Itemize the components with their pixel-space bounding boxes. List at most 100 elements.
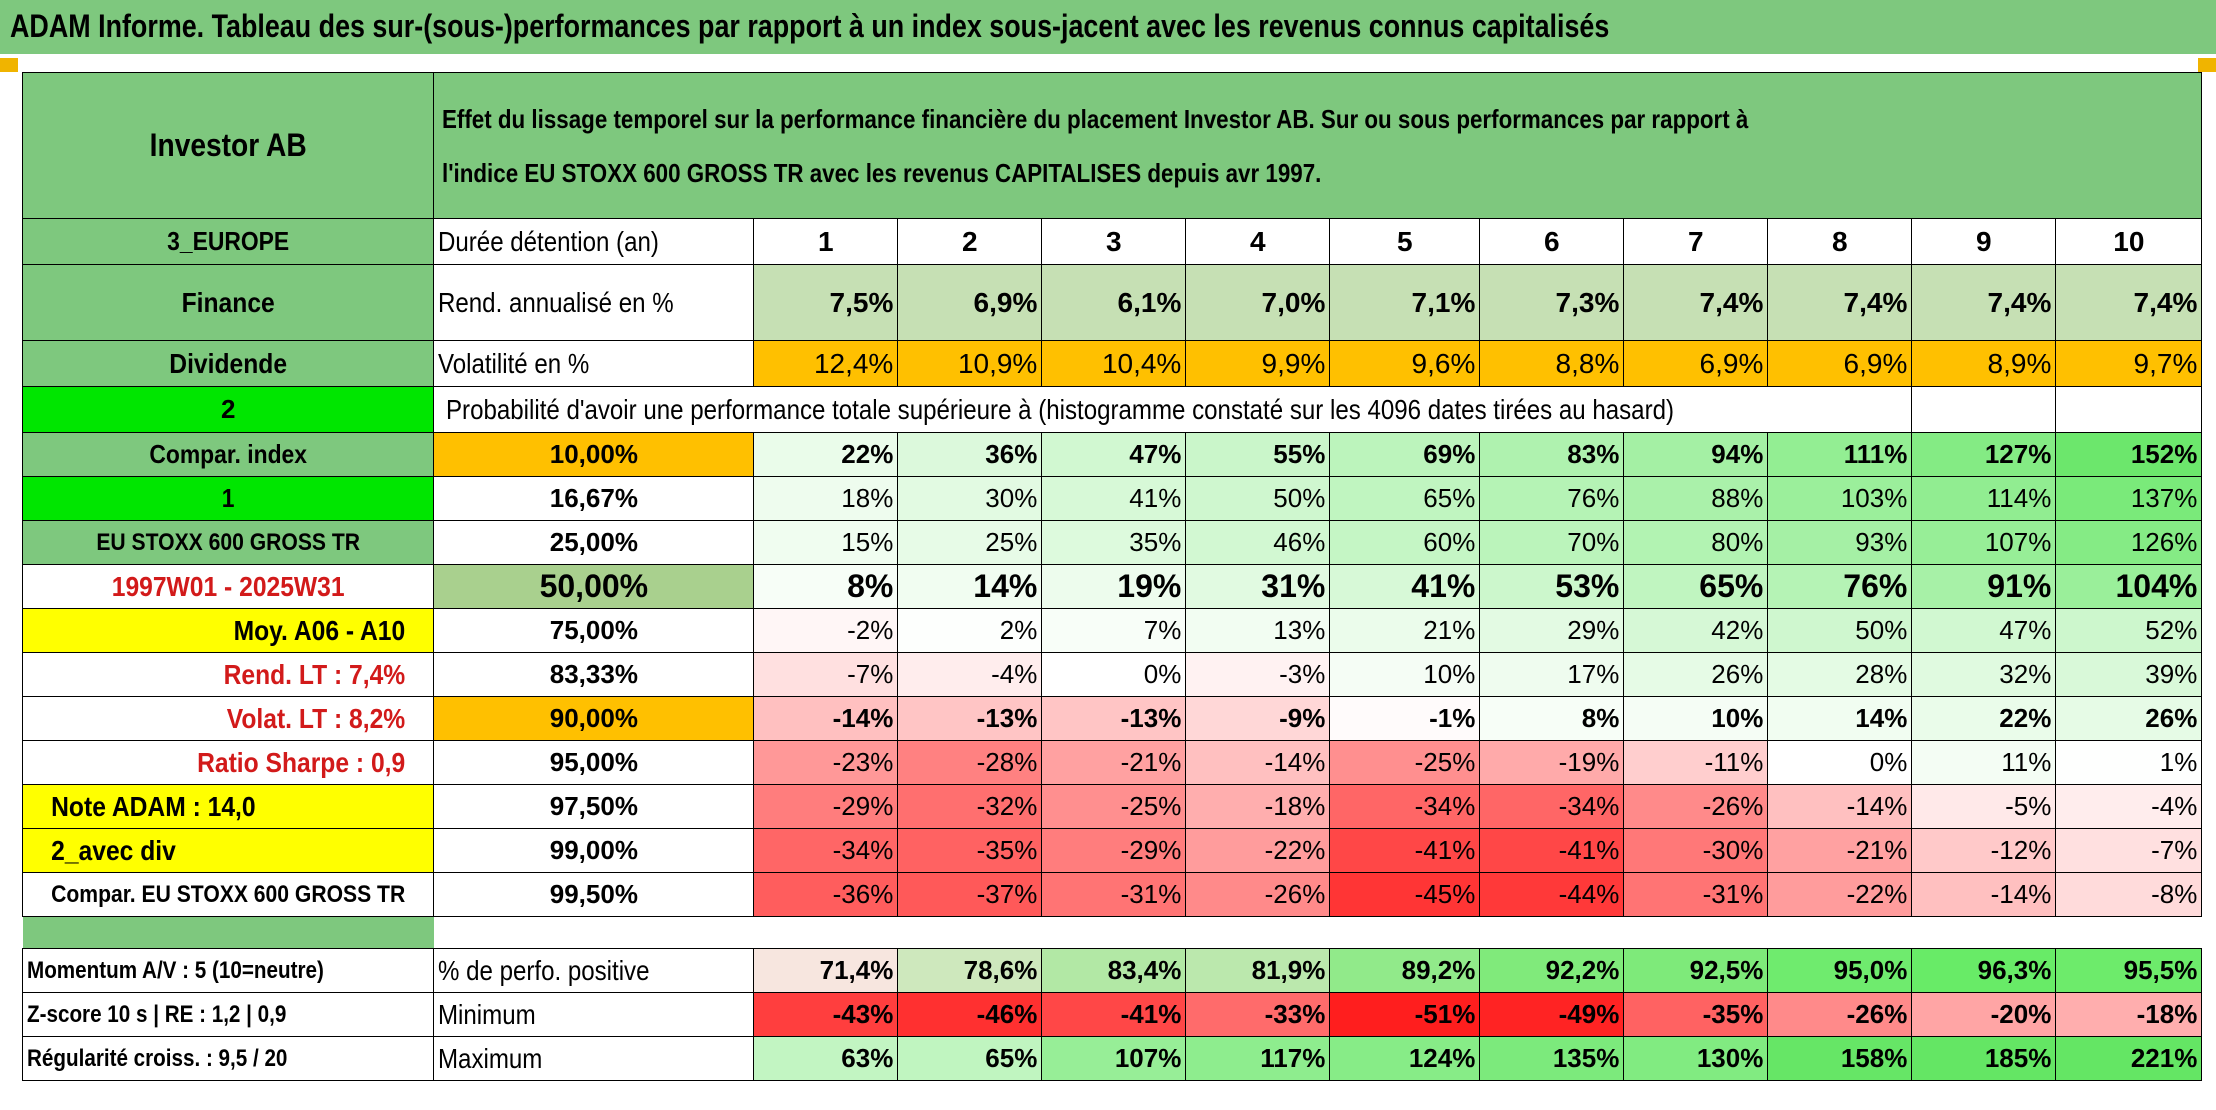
sharpe-cell: Ratio Sharpe : 0,9 [21,740,435,785]
maximum-value: 117% [1185,1036,1331,1081]
proba-label-cell: Probabilité d'avoir une performance tota… [433,386,1913,433]
perf-text: 36% [985,439,1038,469]
maximum-label-cell: Maximum [433,1036,755,1081]
perf-value: -13% [897,696,1043,741]
perf-text: 35% [1129,527,1182,557]
perf-value: 60% [1329,520,1481,565]
perf-value: -8% [2055,872,2203,917]
maximum-value: 158% [1767,1036,1913,1081]
year-value: 9 [1976,225,1992,257]
perf-text: 29% [1567,615,1620,645]
pct_pos-text: 81,9% [1251,955,1326,985]
minimum-text: -20% [1990,999,2052,1029]
perf-text: 8% [1581,703,1620,733]
perf-value: 36% [897,432,1043,477]
pct_pos-text: 96,3% [1977,955,2052,985]
rend-value: 7,5% [753,264,899,341]
perf-text: 50% [1273,483,1326,513]
perf-value: -14% [1911,872,2057,917]
title-banner: ADAM Informe. Tableau des sur-(sous-)per… [0,0,2216,54]
perf-text: 11% [2001,747,2052,777]
minimum-value: -49% [1479,992,1625,1037]
perf-text: -13% [1120,703,1182,733]
perf-text: 7% [1143,615,1182,645]
perf-text: -14% [1990,879,2052,909]
perf-text: 152% [2130,439,2198,469]
perf-text: -41% [1414,835,1476,865]
empty-cell [2055,386,2203,433]
percentile-cell: 95,00% [433,740,755,785]
perf-text: 41% [1411,568,1476,604]
percentile-value: 83,33% [549,659,638,689]
minimum-text: -35% [1702,999,1764,1029]
perf-value: -14% [1185,740,1331,785]
perf-value: 15% [753,520,899,565]
year-header: 2 [897,218,1043,265]
perf-value: 83% [1479,432,1625,477]
percentile-value: 25,00% [549,527,638,557]
rend-text: 7,4% [1987,286,2052,318]
perf-text: -22% [1846,879,1908,909]
vol-value: 8,8% [1479,340,1625,387]
perf-text: -25% [1414,747,1476,777]
perf-value: 88% [1623,476,1769,521]
perf-text: 0% [1143,659,1182,689]
description-line-2: l'indice EU STOXX 600 GROSS TR avec les … [442,157,1322,188]
percentile-cell: 25,00% [433,520,755,565]
perf-value: -14% [753,696,899,741]
vol-value: 9,6% [1329,340,1481,387]
performance-table: Investor AB Effet du lissage temporel sur… [21,72,2203,1081]
perf-text: 19% [1117,568,1182,604]
pct_pos-text: 92,2% [1545,955,1620,985]
year-value: 3 [1106,225,1122,257]
perf-value: 8% [753,564,899,609]
perf-value: -28% [897,740,1043,785]
rend-text: 7,3% [1555,286,1620,318]
perf-text: 91% [1987,568,2052,604]
perf-value: 10% [1329,652,1481,697]
perf-text: 65% [1423,483,1476,513]
perf-text: 28% [1855,659,1908,689]
perf-value: 17% [1479,652,1625,697]
asset-name: Investor AB [149,127,307,163]
minimum-value: -51% [1329,992,1481,1037]
maximum-value: 124% [1329,1036,1481,1081]
perf-value: -7% [2055,828,2203,873]
perf-text: 21% [1423,615,1476,645]
perf-value: 11% [1911,740,2057,785]
year-value: 10 [2113,225,2145,257]
perf-text: 2% [999,615,1038,645]
maximum-text: 135% [1552,1043,1620,1073]
percentile-value: 10,00% [549,439,638,469]
perf-value: -34% [1329,784,1481,829]
perf-text: -37% [976,879,1038,909]
year-header: 7 [1623,218,1769,265]
note-cell: Note ADAM : 14,0 [21,784,435,829]
perf-text: -36% [832,879,894,909]
minimum-text: -41% [1120,999,1182,1029]
perf-text: 31% [1261,568,1326,604]
perf-text: -45% [1414,879,1476,909]
perf-text: 32% [1999,659,2052,689]
perf-text: -1% [1429,703,1476,733]
perf-value: -32% [897,784,1043,829]
vol-value: 6,9% [1623,340,1769,387]
region-label: 3_EUROPE [167,226,290,256]
perf-value: 127% [1911,432,2057,477]
perf-text: 83% [1567,439,1620,469]
perf-value: 19% [1041,564,1187,609]
note-label: Note ADAM : 14,0 [51,790,256,822]
perf-text: -41% [1558,835,1620,865]
vol-text: 6,9% [1843,347,1908,379]
perf-value: -3% [1185,652,1331,697]
perf-text: 88% [1711,483,1764,513]
perf-text: 30% [985,483,1038,513]
perf-value: -18% [1185,784,1331,829]
perf-text: 10% [1423,659,1476,689]
perf-text: -26% [1702,791,1764,821]
minimum-value: -43% [753,992,899,1037]
rend-text: 7,4% [1699,286,1764,318]
perf-value: 41% [1329,564,1481,609]
perf-value: -36% [753,872,899,917]
perf-value: 47% [1041,432,1187,477]
